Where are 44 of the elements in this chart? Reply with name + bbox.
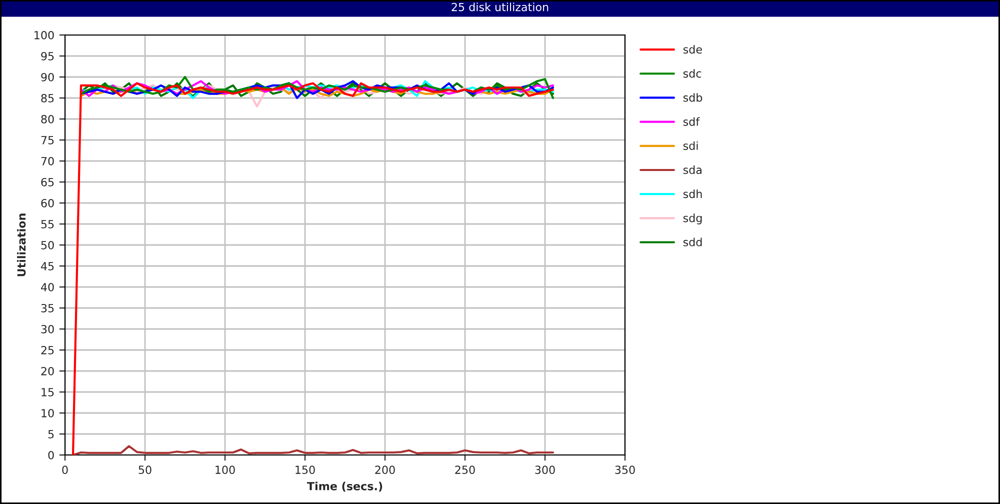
legend-label: sdc (683, 69, 702, 78)
x-tick-label: 300 (535, 466, 555, 474)
line-series (72, 445, 554, 455)
y-tick-label: 80 (41, 114, 54, 124)
y-tick-label: 25 (41, 346, 54, 354)
x-tick-label: 150 (296, 466, 315, 474)
legend-label: sdf (683, 117, 700, 126)
y-tick-label: 90 (41, 72, 54, 82)
y-tick-label: 65 (41, 178, 54, 186)
y-tick-label: 85 (41, 94, 54, 102)
x-tick-label: 0 (62, 466, 68, 474)
x-tick-label: 200 (375, 466, 395, 474)
x-tick-label: 50 (138, 466, 152, 474)
y-tick-label: 70 (41, 156, 54, 166)
y-tick-label: 55 (41, 220, 54, 228)
legend-label: sdg (683, 214, 702, 224)
y-tick-label: 50 (41, 240, 54, 250)
legend-label: sdh (683, 190, 702, 198)
legend-label: sdi (683, 141, 698, 150)
y-tick-label: 0 (48, 450, 54, 460)
y-tick-label: 35 (41, 304, 54, 312)
y-tick-label: 5 (48, 430, 54, 438)
y-tick-label: 15 (42, 388, 54, 396)
line-series (80, 76, 554, 100)
y-tick-label: 95 (41, 52, 54, 60)
chart-title: 25 disk utilization (452, 2, 548, 12)
legend-label: sda (683, 165, 702, 174)
y-tick-label: 40 (40, 282, 54, 292)
legend-label: sdb (683, 93, 702, 102)
line-series (72, 82, 554, 455)
y-tick-label: 75 (41, 136, 54, 144)
x-tick-label: 100 (216, 466, 235, 474)
legend-label: sde (683, 45, 702, 54)
legend-label: sdd (683, 238, 702, 246)
y-axis-title: Utilization (17, 214, 26, 276)
y-tick-label: 60 (41, 198, 54, 208)
y-tick-label: 30 (41, 324, 54, 334)
y-tick-label: 45 (40, 262, 54, 270)
x-tick-label: 350 (615, 466, 635, 474)
y-tick-label: 100 (34, 30, 54, 40)
y-tick-label: 20 (41, 366, 54, 376)
x-tick-label: 250 (455, 466, 475, 474)
y-tick-label: 10 (42, 408, 54, 418)
x-axis-title: Time (secs.) (307, 482, 382, 492)
